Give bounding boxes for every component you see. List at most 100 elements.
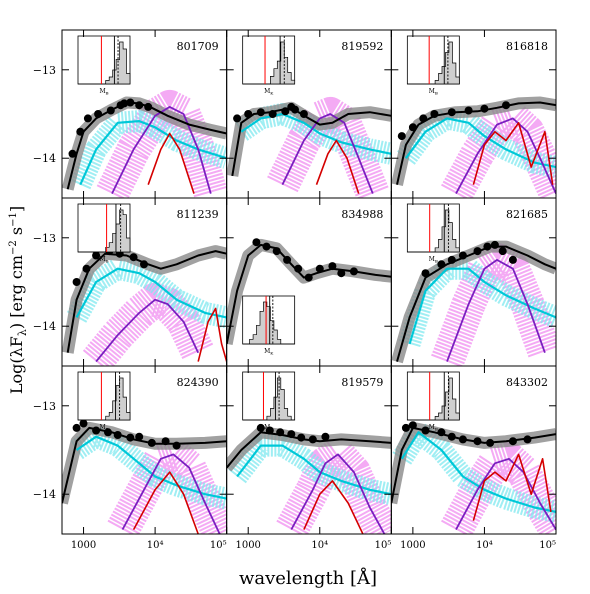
data-point bbox=[447, 432, 456, 441]
data-point bbox=[283, 255, 292, 264]
pah-curve bbox=[303, 480, 364, 534]
x-tick-label: 10⁴ bbox=[147, 540, 164, 551]
pah-curve bbox=[147, 132, 195, 194]
y-tick-label: −13 bbox=[33, 64, 56, 77]
dust-curve bbox=[446, 259, 546, 362]
data-point bbox=[276, 428, 285, 437]
data-point bbox=[120, 99, 129, 108]
inset-x-label: MB bbox=[99, 256, 108, 264]
inset-x-label: MK bbox=[264, 348, 274, 356]
panel-id-label: 816818 bbox=[506, 40, 548, 53]
data-point bbox=[79, 419, 88, 428]
panel-id-label: 834988 bbox=[341, 208, 383, 221]
data-point bbox=[265, 426, 274, 435]
data-point bbox=[135, 432, 144, 441]
data-point bbox=[458, 251, 467, 260]
data-point bbox=[486, 438, 495, 447]
data-point bbox=[106, 106, 115, 115]
data-point bbox=[172, 441, 181, 450]
panel-821685: MB 821685 bbox=[390, 197, 557, 367]
panel-824390: MB 824390 bbox=[61, 365, 228, 535]
data-point bbox=[421, 269, 430, 278]
pah-curve bbox=[472, 453, 552, 521]
data-point bbox=[272, 247, 281, 256]
inset-x-label: MK bbox=[264, 424, 274, 432]
data-point bbox=[140, 260, 148, 269]
stellar-curve bbox=[79, 120, 227, 186]
inset-x-label: MK bbox=[264, 88, 274, 96]
data-point bbox=[126, 98, 135, 107]
data-point bbox=[256, 108, 265, 117]
stellar-curve bbox=[236, 444, 392, 496]
panel-body bbox=[391, 96, 557, 198]
x-tick-label: 10⁵ bbox=[375, 540, 392, 551]
data-point bbox=[308, 435, 317, 444]
pah-curve bbox=[132, 471, 199, 534]
data-point bbox=[419, 114, 428, 123]
y-tick-label: −13 bbox=[33, 400, 56, 413]
data-point bbox=[82, 264, 91, 273]
data-point bbox=[76, 127, 85, 136]
panel-819579: MK 819579 bbox=[226, 365, 392, 535]
inset-811239: MB bbox=[77, 203, 131, 264]
data-point bbox=[291, 105, 299, 114]
panel-frame bbox=[390, 365, 557, 535]
data-point bbox=[447, 108, 456, 117]
data-point bbox=[268, 110, 277, 118]
panel-body bbox=[391, 421, 557, 534]
dust-curve bbox=[290, 453, 386, 534]
x-tick-label: 10⁴ bbox=[476, 540, 493, 551]
x-tick-label: 10⁵ bbox=[539, 540, 556, 551]
y-tick-label: −14 bbox=[33, 488, 56, 501]
data-point bbox=[523, 435, 532, 444]
data-point bbox=[401, 423, 410, 432]
inset-histogram bbox=[407, 377, 460, 421]
data-point bbox=[233, 114, 242, 123]
panel-816818: MB 816818 bbox=[390, 29, 557, 199]
panel-id-label: 824390 bbox=[177, 376, 219, 389]
panel-body bbox=[62, 419, 227, 534]
y-tick-label: −14 bbox=[33, 152, 56, 165]
panel-801709: MB 801709 bbox=[61, 29, 228, 199]
pah-curve bbox=[472, 122, 554, 185]
data-point bbox=[113, 431, 122, 439]
panel-id-label: 811239 bbox=[177, 208, 219, 221]
data-point bbox=[473, 437, 482, 446]
data-point bbox=[421, 426, 430, 435]
data-point bbox=[252, 238, 261, 247]
inset-histogram bbox=[242, 377, 295, 421]
data-point bbox=[408, 421, 417, 430]
panel-id-label: 801709 bbox=[177, 40, 219, 53]
data-point bbox=[92, 426, 101, 435]
inset-histogram bbox=[78, 209, 131, 253]
panel-id-label: 819592 bbox=[341, 40, 383, 53]
x-tick-label: 10⁴ bbox=[311, 540, 328, 551]
data-point bbox=[72, 423, 81, 432]
data-point bbox=[397, 132, 406, 141]
x-tick-label: 1000 bbox=[400, 540, 425, 551]
dust-curve bbox=[455, 117, 557, 195]
y-axis-label: Log(λFλ) [erg cm−2 s−1] bbox=[7, 206, 29, 394]
panel-843302: MB 843302 bbox=[390, 365, 557, 535]
inset-histogram bbox=[78, 41, 131, 85]
data-point bbox=[498, 247, 507, 256]
data-point bbox=[104, 428, 112, 437]
panel-body bbox=[226, 97, 392, 198]
inset-x-label: MB bbox=[99, 424, 108, 432]
data-point bbox=[299, 110, 308, 118]
data-point bbox=[508, 255, 517, 264]
data-point bbox=[473, 247, 482, 256]
data-point bbox=[430, 110, 439, 118]
panel-body bbox=[62, 245, 227, 366]
panel-body bbox=[226, 238, 392, 346]
data-point bbox=[464, 106, 473, 115]
data-point bbox=[315, 264, 324, 273]
data-point bbox=[447, 255, 456, 264]
data-point bbox=[83, 114, 92, 123]
data-point bbox=[458, 435, 467, 444]
inset-834988: MK bbox=[242, 295, 296, 356]
inset-histogram bbox=[242, 301, 295, 345]
stellar-curve bbox=[400, 431, 557, 513]
